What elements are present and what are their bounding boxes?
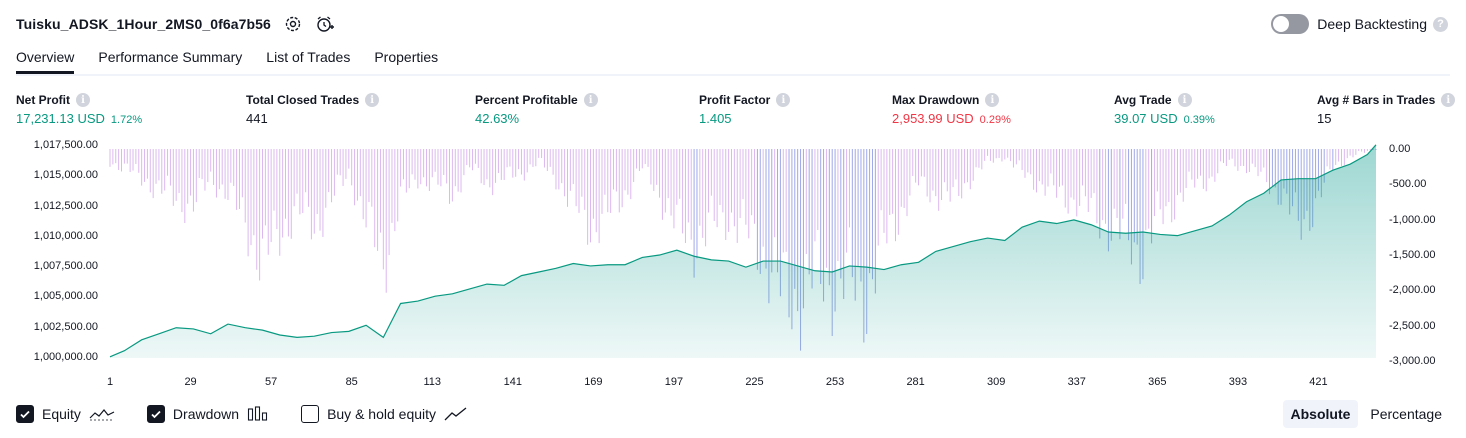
trade-axis-tick: 141: [503, 376, 522, 388]
stat-label: Avg # Bars in Trades: [1317, 93, 1436, 107]
legend-buy-hold-equity[interactable]: Buy & hold equity: [301, 405, 468, 423]
trade-axis-tick: 85: [345, 376, 358, 388]
stat-percent: 1.72%: [110, 114, 143, 126]
tab-overview[interactable]: Overview: [16, 47, 75, 74]
trade-axis-tick: 365: [1148, 376, 1167, 388]
deep-backtesting-toggle[interactable]: [1271, 14, 1310, 34]
deep-backtesting-label: Deep Backtesting: [1317, 16, 1427, 32]
stat-avg-trade: Avg Trade i 39.07 USD 0.39%: [1114, 93, 1215, 126]
legend-equity[interactable]: Equity: [16, 405, 115, 423]
tab-properties[interactable]: Properties: [374, 49, 439, 65]
stat-label: Net Profit: [16, 93, 70, 107]
strategy-header: Tuisku_ADSK_1Hour_2MS0_0f6a7b56: [16, 12, 335, 36]
info-icon[interactable]: i: [776, 93, 791, 107]
stat-percent: 0.29%: [979, 114, 1011, 126]
trade-axis-tick: 309: [987, 376, 1006, 388]
legend-drawdown[interactable]: Drawdown: [146, 405, 269, 423]
trade-axis-tick: 57: [265, 376, 278, 388]
info-icon[interactable]: i: [365, 93, 380, 107]
stat-net-profit: Net Profit i 17,231.13 USD 1.72%: [16, 93, 142, 126]
stat-label: Avg Trade: [1114, 93, 1172, 107]
stat-max-drawdown: Max Drawdown i 2,953.99 USD 0.29%: [892, 93, 1011, 126]
info-icon[interactable]: i: [1441, 93, 1456, 107]
equity-axis-tick: 1,000,000.00: [33, 351, 98, 363]
drawdown-checkbox[interactable]: [146, 405, 165, 423]
equity-axis-tick: 1,010,000.00: [33, 229, 98, 242]
drawdown-axis-tick: 0.00: [1389, 143, 1411, 155]
tab-list-of-trades[interactable]: List of Trades: [266, 49, 351, 65]
equity-line-icon: [89, 406, 115, 422]
percentage-button[interactable]: Percentage: [1370, 406, 1442, 422]
trade-axis-tick: 1: [106, 376, 114, 388]
stat-percent-profitable: Percent Profitable i 42.63%: [475, 93, 598, 126]
stat-value: 17,231.13 USD: [16, 111, 105, 126]
info-icon[interactable]: i: [985, 93, 1000, 107]
drawdown-bars-icon: [247, 406, 269, 422]
stat-profit-factor: Profit Factor i 1.405: [699, 93, 791, 126]
toggle-knob: [1273, 16, 1290, 32]
stat-value: 39.07 USD: [1114, 111, 1178, 126]
summary-stats: Net Profit i 17,231.13 USD 1.72% Total Clo…: [0, 93, 1466, 133]
stat-value: 42.63%: [475, 111, 520, 126]
trade-axis-tick: 113: [423, 376, 442, 388]
legend-label: Drawdown: [172, 406, 240, 422]
strategy-title: Tuisku_ADSK_1Hour_2MS0_0f6a7b56: [16, 16, 271, 32]
trade-axis-tick: 421: [1309, 376, 1328, 388]
legend-label: Buy & hold equity: [327, 406, 437, 422]
stat-avg-bars: Avg # Bars in Trades i 15: [1317, 93, 1456, 126]
drawdown-axis-tick: -2,500.00: [1389, 319, 1436, 332]
stat-value: 2,953.99 USD: [892, 111, 974, 126]
legend-label: Equity: [42, 406, 81, 422]
trade-axis-tick: 197: [664, 376, 684, 388]
add-alert-clock-icon[interactable]: [315, 14, 335, 34]
info-icon[interactable]: i: [76, 93, 90, 107]
equity-line: [109, 144, 1377, 358]
equity-axis-tick: 1,002,500.00: [33, 320, 98, 333]
trade-axis-tick: 281: [906, 376, 925, 388]
stat-total-closed-trades: Total Closed Trades i 441: [246, 93, 380, 126]
chart-legend: Equity Drawdown Buy & hold equity: [16, 403, 500, 425]
stat-label: Max Drawdown: [892, 93, 980, 107]
equity-axis-tick: 1,017,500.00: [33, 139, 98, 151]
equity-axis-tick: 1,007,500.00: [33, 260, 98, 273]
drawdown-axis-tick: -500.00: [1389, 178, 1427, 191]
drawdown-axis-tick: -1,000.00: [1389, 213, 1436, 226]
tab-performance-summary[interactable]: Performance Summary: [98, 49, 243, 65]
trade-axis-tick: 225: [745, 376, 764, 388]
equity-checkbox[interactable]: [16, 405, 34, 423]
info-icon[interactable]: i: [583, 93, 598, 107]
equity-axis-tick: 1,015,000.00: [33, 169, 98, 182]
view-mode-switch: Absolute Percentage: [1279, 400, 1451, 428]
stat-value: 441: [246, 111, 268, 126]
drawdown-axis-tick: -1,500.00: [1389, 249, 1436, 261]
buy-hold-checkbox[interactable]: [301, 405, 320, 423]
buy-hold-line-icon: [444, 406, 468, 422]
report-tabs: Overview Performance Summary List of Tra…: [16, 47, 1450, 76]
drawdown-axis-tick: -2,000.00: [1389, 284, 1436, 297]
stat-value: 15: [1317, 111, 1332, 126]
trade-axis-tick: 337: [1067, 376, 1086, 388]
equity-axis-tick: 1,005,000.00: [33, 290, 98, 303]
stat-percent: 0.39%: [1183, 114, 1215, 126]
trade-axis-tick: 393: [1228, 376, 1248, 388]
absolute-button[interactable]: Absolute: [1282, 400, 1359, 428]
drawdown-axis-tick: -3,000.00: [1389, 355, 1436, 367]
trade-axis-tick: 169: [584, 376, 603, 388]
trade-axis-tick: 29: [184, 376, 197, 388]
help-icon[interactable]: ?: [1433, 16, 1448, 32]
settings-gear-icon[interactable]: [283, 14, 303, 34]
info-icon[interactable]: i: [1177, 93, 1192, 107]
trade-axis-tick: 253: [825, 376, 845, 388]
stat-label: Total Closed Trades: [246, 93, 360, 107]
deep-backtesting-control: Deep Backtesting ?: [1271, 12, 1448, 36]
stat-label: Percent Profitable: [475, 93, 578, 107]
stat-label: Profit Factor: [699, 93, 771, 107]
equity-axis-tick: 1,012,500.00: [33, 199, 98, 212]
equity-area: [110, 144, 1376, 358]
stat-value: 1.405: [699, 111, 732, 126]
